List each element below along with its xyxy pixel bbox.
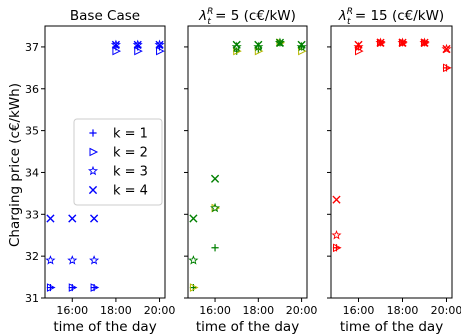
series-2 xyxy=(46,46,165,292)
data-point xyxy=(331,229,342,240)
data-point xyxy=(354,40,363,49)
data-point xyxy=(253,41,264,52)
data-point xyxy=(398,38,407,47)
data-point xyxy=(154,39,165,50)
data-point xyxy=(210,202,221,213)
data-point xyxy=(211,244,219,252)
data-point xyxy=(189,283,199,292)
data-point xyxy=(134,46,143,56)
data-point xyxy=(112,46,122,56)
series-3 xyxy=(45,39,165,265)
data-point xyxy=(419,37,430,47)
y-tick-label: 36 xyxy=(25,83,39,96)
plot-area xyxy=(330,25,453,299)
data-point xyxy=(110,39,121,50)
x-tick-label: 18:00 xyxy=(242,304,274,317)
data-point xyxy=(274,37,285,47)
x-axis-label: time of the day xyxy=(340,319,443,334)
series-3 xyxy=(331,37,452,240)
legend-marker xyxy=(89,129,97,137)
data-point xyxy=(376,38,385,47)
series-2 xyxy=(333,38,452,253)
data-point xyxy=(333,243,342,253)
series-3 xyxy=(188,37,307,265)
data-point xyxy=(111,40,121,49)
panels: Base Case 16:00 18:00 20:00 31 32 33 34 35 36 37 ti… xyxy=(25,7,461,334)
data-point xyxy=(46,283,56,292)
data-point xyxy=(90,283,100,292)
x-tick-label: 18:00 xyxy=(387,304,419,317)
panel-title: Base Case xyxy=(70,8,140,24)
data-point xyxy=(133,40,142,49)
data-point xyxy=(441,43,452,54)
series-4 xyxy=(332,38,451,204)
legend-entry: k = 2 xyxy=(113,146,148,161)
y-tick-label: 35 xyxy=(25,125,39,138)
data-point xyxy=(210,174,220,183)
data-point xyxy=(189,214,198,223)
data-point xyxy=(375,37,386,47)
data-point xyxy=(254,40,263,49)
legend-entry: k = 1 xyxy=(113,127,148,142)
x-axis-label: time of the day xyxy=(196,319,299,334)
legend-entry: k = 3 xyxy=(113,165,148,180)
data-point xyxy=(68,283,78,292)
data-point xyxy=(132,39,143,50)
data-point xyxy=(68,214,77,223)
legend: k = 1 k = 2 k = 3 k = 4 xyxy=(73,118,163,206)
panel-3: λR t = 15 (c€/kW) 16:00 18:00 20:00 time of t… xyxy=(327,7,461,334)
x-tick-label: 16:00 xyxy=(199,304,231,317)
data-point xyxy=(443,63,452,73)
panel-title: λR t = 15 (c€/kW) xyxy=(338,7,444,27)
panel-title: λR t = 5 (c€/kW) xyxy=(198,7,296,27)
legend-marker xyxy=(88,185,98,195)
series-1 xyxy=(189,39,306,292)
x-axis-label: time of the day xyxy=(53,319,156,334)
data-point xyxy=(156,46,165,56)
data-point xyxy=(232,40,241,49)
plot-area xyxy=(187,25,308,299)
x-tick-label: 16:00 xyxy=(343,304,375,317)
series-4 xyxy=(46,40,164,223)
data-point xyxy=(89,255,100,265)
y-tick-label: 31 xyxy=(25,292,39,305)
y-tick-label: 34 xyxy=(25,166,39,179)
data-point xyxy=(353,41,364,52)
data-point xyxy=(46,214,55,223)
legend-entry: k = 4 xyxy=(113,184,148,199)
panel-2: λR t = 5 (c€/kW) 16:00 18:00 20:00 time of th… xyxy=(184,7,317,334)
x-tick-label: 20:00 xyxy=(431,304,461,317)
data-point xyxy=(89,214,99,223)
x-tick-label: 16:00 xyxy=(56,304,88,317)
legend-marker xyxy=(89,147,99,157)
y-tick-label: 37 xyxy=(25,41,39,54)
data-point xyxy=(442,44,451,54)
y-tick-label: 33 xyxy=(25,208,39,221)
series-2 xyxy=(189,38,307,292)
panel-1: Base Case 16:00 18:00 20:00 31 32 33 34 35 36 37 ti… xyxy=(25,8,175,334)
data-point xyxy=(297,40,306,49)
data-point xyxy=(332,195,341,204)
legend-box xyxy=(73,118,163,206)
data-point xyxy=(231,41,242,52)
x-tick-label: 18:00 xyxy=(100,304,132,317)
data-point xyxy=(296,41,307,52)
data-point xyxy=(275,38,285,47)
data-point xyxy=(420,38,429,47)
data-point xyxy=(397,37,408,47)
data-point xyxy=(67,255,78,265)
y-tick-label: 32 xyxy=(25,250,39,263)
series-1 xyxy=(332,39,451,252)
plot-area xyxy=(44,25,166,299)
series-4 xyxy=(189,38,306,223)
x-tick-label: 20:00 xyxy=(144,304,176,317)
y-axis-label: Charging price (c€/kWh) xyxy=(7,83,23,247)
data-point xyxy=(155,40,164,49)
data-point xyxy=(188,255,199,265)
x-tick-label: 20:00 xyxy=(286,304,318,317)
data-point xyxy=(45,255,56,265)
legend-marker xyxy=(88,165,98,176)
